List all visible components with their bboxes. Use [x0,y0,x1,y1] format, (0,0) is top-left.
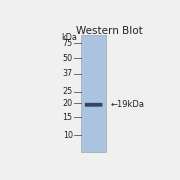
Text: 15: 15 [63,113,73,122]
Text: 75: 75 [62,39,73,48]
Text: 25: 25 [62,87,73,96]
Text: 37: 37 [63,69,73,78]
Text: 50: 50 [63,54,73,63]
Text: ←19kDa: ←19kDa [111,100,145,109]
Text: 10: 10 [63,131,73,140]
Text: 20: 20 [63,99,73,108]
Text: Western Blot: Western Blot [76,26,142,36]
Bar [81,35,106,152]
Text: kDa: kDa [61,33,77,42]
FancyBboxPatch shape [85,103,102,107]
